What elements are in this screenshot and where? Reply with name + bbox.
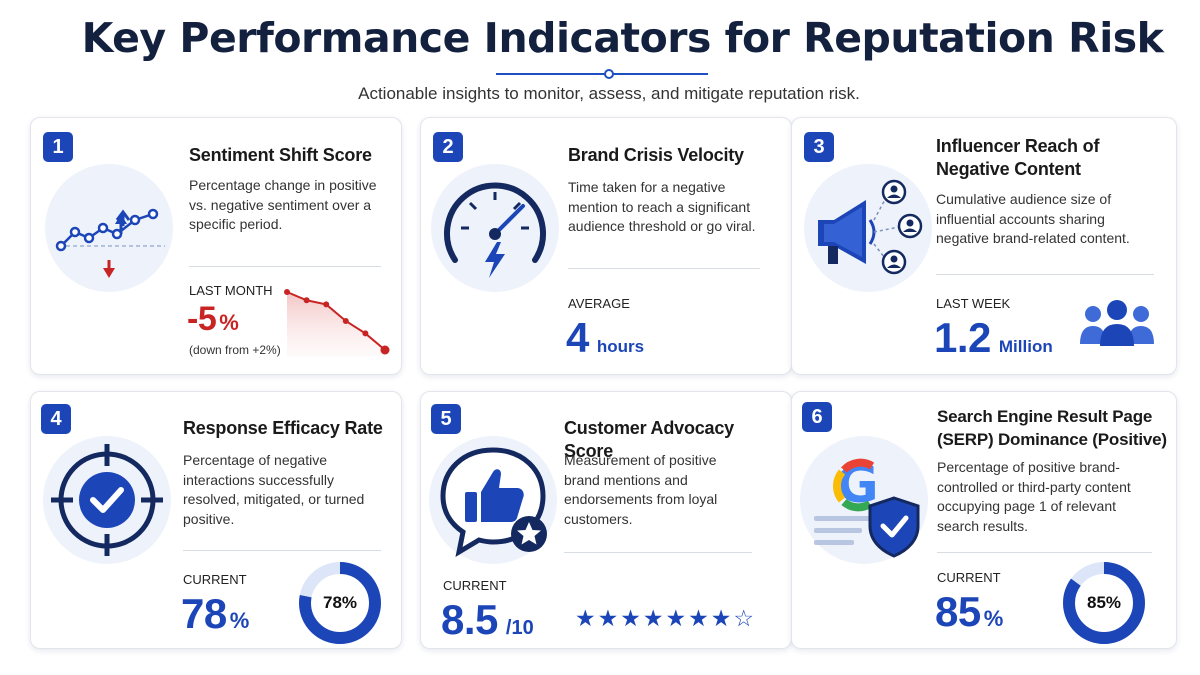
metric-label: CURRENT <box>443 578 507 593</box>
kpi-card-influencer-reach: 3 Influencer Reach of Negative Content C… <box>791 117 1177 375</box>
card-title: Sentiment Shift Score <box>189 145 372 165</box>
card-title: Search Engine Result Page (SERP) Dominan… <box>937 407 1167 449</box>
page-subtitle: Actionable insights to monitor, assess, … <box>358 84 860 103</box>
metric-value: 1.2 Million <box>934 314 1053 362</box>
title-divider-dot <box>604 69 614 79</box>
metric-label: CURRENT <box>183 572 247 587</box>
serp-donut-chart <box>1063 562 1145 644</box>
metric-number: -5 <box>187 300 217 338</box>
donut-arc <box>1063 562 1145 644</box>
metric-label: CURRENT <box>937 570 1001 585</box>
donut-arc <box>299 562 381 644</box>
sparkline-point <box>323 301 330 308</box>
sentiment-trend-sparkline <box>284 289 390 356</box>
card-description: Cumulative audience size of influential … <box>936 191 1130 246</box>
metric-value: 85% <box>935 588 1003 636</box>
metric-unit: hours <box>596 337 645 356</box>
sparkline-point <box>303 297 310 304</box>
card-divider <box>937 552 1152 553</box>
sparkline-point <box>380 345 390 355</box>
metric-note: (down from +2%) <box>189 343 281 357</box>
card-number-badge: 3 <box>804 132 834 162</box>
metric-number: 85 <box>935 588 981 635</box>
metric-value: 8.5/10 <box>441 596 534 644</box>
metric-number: 1.2 <box>934 314 991 361</box>
card-divider <box>936 274 1154 275</box>
sparkline-line <box>286 291 386 351</box>
target-check-icon <box>43 436 171 564</box>
metric-number: 78 <box>181 590 227 637</box>
kpi-card-brand-crisis-velocity: 2 Brand Crisis Velocity Time taken for a… <box>420 117 792 375</box>
sparkline-point <box>284 289 290 295</box>
metric-unit: % <box>229 608 250 633</box>
megaphone-icon <box>804 164 932 292</box>
kpi-card-response-efficacy: 4 Response Efficacy Rate Percentage of n… <box>30 391 402 649</box>
metric-unit: % <box>983 606 1004 631</box>
card-description: Measurement of positive brand mentions a… <box>564 452 718 527</box>
card-divider <box>564 552 752 553</box>
card-number-badge: 2 <box>433 132 463 162</box>
metric-label: LAST MONTH <box>189 283 273 298</box>
card-description: Percentage of negative interactions succ… <box>183 452 365 527</box>
metric-label: AVERAGE <box>568 296 630 311</box>
sparkline-area <box>287 292 385 356</box>
audience-group-icon <box>1080 300 1154 346</box>
card-number-badge: 4 <box>41 404 71 434</box>
metric-unit: Million <box>998 337 1053 356</box>
speedometer-icon <box>431 164 559 292</box>
kpi-card-sentiment-shift: 1 Sentiment Shift Score Percentage chang… <box>30 117 402 375</box>
donut-label: 85% <box>1086 593 1122 612</box>
sparkline-point <box>342 318 349 324</box>
metric-label: LAST WEEK <box>936 296 1011 311</box>
kpi-card-serp-dominance: 6 G Search Engine Result Page (SERP) Dom… <box>791 391 1177 649</box>
card-number-badge: 5 <box>431 404 461 434</box>
card-description: Time taken for a negative mention to rea… <box>568 179 756 234</box>
star-rating: ★★★★★★★☆ <box>575 605 756 631</box>
efficacy-donut-chart <box>299 562 381 644</box>
metric-value: 78% <box>181 590 249 638</box>
title-divider <box>496 73 708 75</box>
metric-unit: /10 <box>505 617 534 639</box>
metric-value: -5% <box>187 300 239 339</box>
sparkline-point <box>362 330 369 337</box>
trend-line-icon <box>45 164 173 292</box>
card-number-badge: 6 <box>802 402 832 432</box>
card-number-badge: 1 <box>43 132 73 162</box>
card-divider <box>568 268 760 269</box>
card-title: Brand Crisis Velocity <box>568 145 744 165</box>
card-description: Percentage of positive brand-controlled … <box>937 459 1131 534</box>
thumbs-up-icon <box>429 436 557 564</box>
metric-value: 4 hours <box>566 314 644 362</box>
metric-unit: % <box>219 310 239 335</box>
donut-label: 78% <box>322 593 358 612</box>
search-shield-icon: G <box>800 436 928 564</box>
card-description: Percentage change in positive vs. negati… <box>189 177 377 232</box>
card-title: Customer Advocacy Score <box>564 418 734 461</box>
metric-number: 4 <box>566 314 589 361</box>
card-divider <box>189 266 381 267</box>
card-divider <box>183 550 381 551</box>
card-title: Influencer Reach of Negative Content <box>936 136 1100 179</box>
metric-number: 8.5 <box>441 596 498 643</box>
card-title: Response Efficacy Rate <box>183 418 383 438</box>
page-title: Key Performance Indicators for Reputatio… <box>81 14 1164 62</box>
kpi-card-customer-advocacy: 5 Customer Advocacy Score Measurement of… <box>420 391 792 649</box>
